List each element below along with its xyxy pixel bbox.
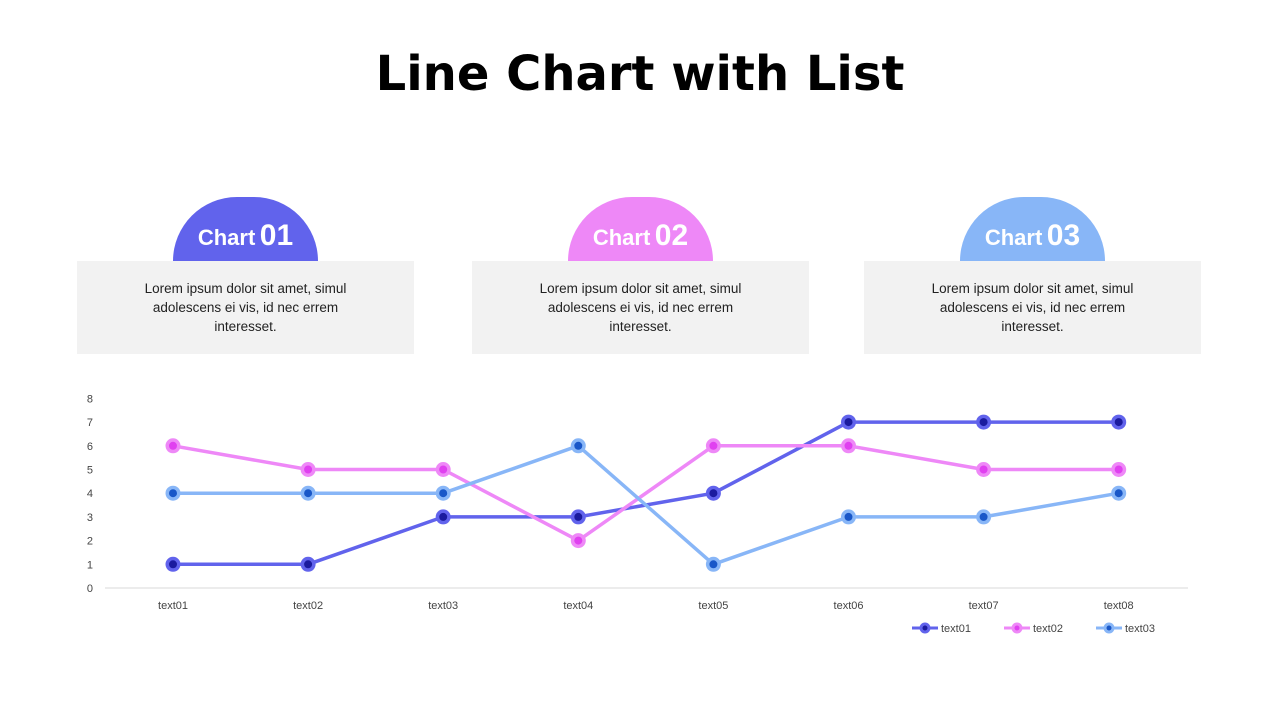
chart-card-02: Chart 02 Lorem ipsum dolor sit amet, sim… <box>472 197 809 354</box>
card-header: Chart 03 <box>960 197 1105 261</box>
x-tick-label: text08 <box>1104 600 1134 612</box>
card-body: Lorem ipsum dolor sit amet, simul adoles… <box>77 261 414 354</box>
card-number: 02 <box>654 219 689 252</box>
y-tick-label: 3 <box>87 512 93 524</box>
data-point-center <box>439 465 448 474</box>
chart-card-03: Chart 03 Lorem ipsum dolor sit amet, sim… <box>864 197 1201 354</box>
card-text: Lorem ipsum dolor sit amet, simul adoles… <box>144 281 347 334</box>
data-point-center <box>979 465 988 474</box>
line-chart: 0 1 2 3 4 5 6 7 8 text01 text02 text03 text04 text05 t… <box>87 393 1188 635</box>
data-point-center <box>1114 489 1123 498</box>
data-point-center <box>304 465 313 474</box>
legend-marker-center <box>1014 625 1020 631</box>
card-header: Chart 02 <box>568 197 713 261</box>
card-label: Chart <box>197 225 256 250</box>
data-point-center <box>439 489 448 498</box>
data-point-center <box>169 489 177 498</box>
data-point-center <box>304 560 313 569</box>
series-line-text03 <box>173 444 1120 567</box>
data-point-center <box>574 536 583 545</box>
x-tick-label: text06 <box>834 600 864 612</box>
card-number: 03 <box>1046 219 1081 252</box>
data-point-center <box>574 441 583 450</box>
card-body: Lorem ipsum dolor sit amet, simul adoles… <box>864 261 1201 354</box>
data-point-center <box>844 418 853 427</box>
y-tick-label: 2 <box>87 536 93 548</box>
legend-label: text01 <box>941 623 971 635</box>
page-title: Line Chart with List <box>375 46 905 102</box>
card-number: 01 <box>259 219 294 252</box>
y-tick-label: 8 <box>87 393 93 405</box>
data-point-center <box>574 512 583 521</box>
card-body: Lorem ipsum dolor sit amet, simul adoles… <box>472 261 809 354</box>
data-point-center <box>1114 465 1123 474</box>
card-header: Chart 01 <box>173 197 318 261</box>
y-tick-label: 0 <box>87 583 93 595</box>
legend-label: text03 <box>1125 623 1155 635</box>
series-line-text02 <box>172 444 1119 543</box>
y-tick-label: 5 <box>87 465 93 477</box>
data-point-center <box>169 560 177 569</box>
data-point-center <box>304 489 313 498</box>
x-tick-label: text05 <box>698 600 728 612</box>
y-tick-label: 6 <box>87 441 93 453</box>
x-tick-label: text03 <box>428 600 458 612</box>
data-point-center <box>844 441 853 450</box>
data-point-center <box>709 489 718 498</box>
y-tick-label: 4 <box>87 488 93 500</box>
card-label: Chart <box>592 225 651 250</box>
data-point-center <box>169 441 177 450</box>
data-point-center <box>979 418 988 427</box>
data-point-center <box>1114 418 1123 427</box>
chart-card-01: Chart 01 Lorem ipsum dolor sit amet, sim… <box>77 197 414 354</box>
data-point-center <box>439 512 448 521</box>
card-text: Lorem ipsum dolor sit amet, simul adoles… <box>539 281 742 334</box>
card-text: Lorem ipsum dolor sit amet, simul adoles… <box>931 281 1134 334</box>
data-point-center <box>979 512 988 521</box>
data-point-center <box>709 441 718 450</box>
data-point-center <box>709 560 718 569</box>
x-tick-label: text07 <box>969 600 999 612</box>
x-tick-label: text01 <box>158 600 188 612</box>
card-label: Chart <box>984 225 1043 250</box>
legend-label: text02 <box>1033 623 1063 635</box>
y-tick-label: 1 <box>87 559 93 571</box>
legend-marker-center <box>1106 625 1112 631</box>
legend-marker-center <box>922 625 928 631</box>
y-tick-label: 7 <box>87 417 93 429</box>
data-point-center <box>844 512 853 521</box>
x-tick-label: text04 <box>563 600 593 612</box>
x-tick-label: text02 <box>293 600 323 612</box>
